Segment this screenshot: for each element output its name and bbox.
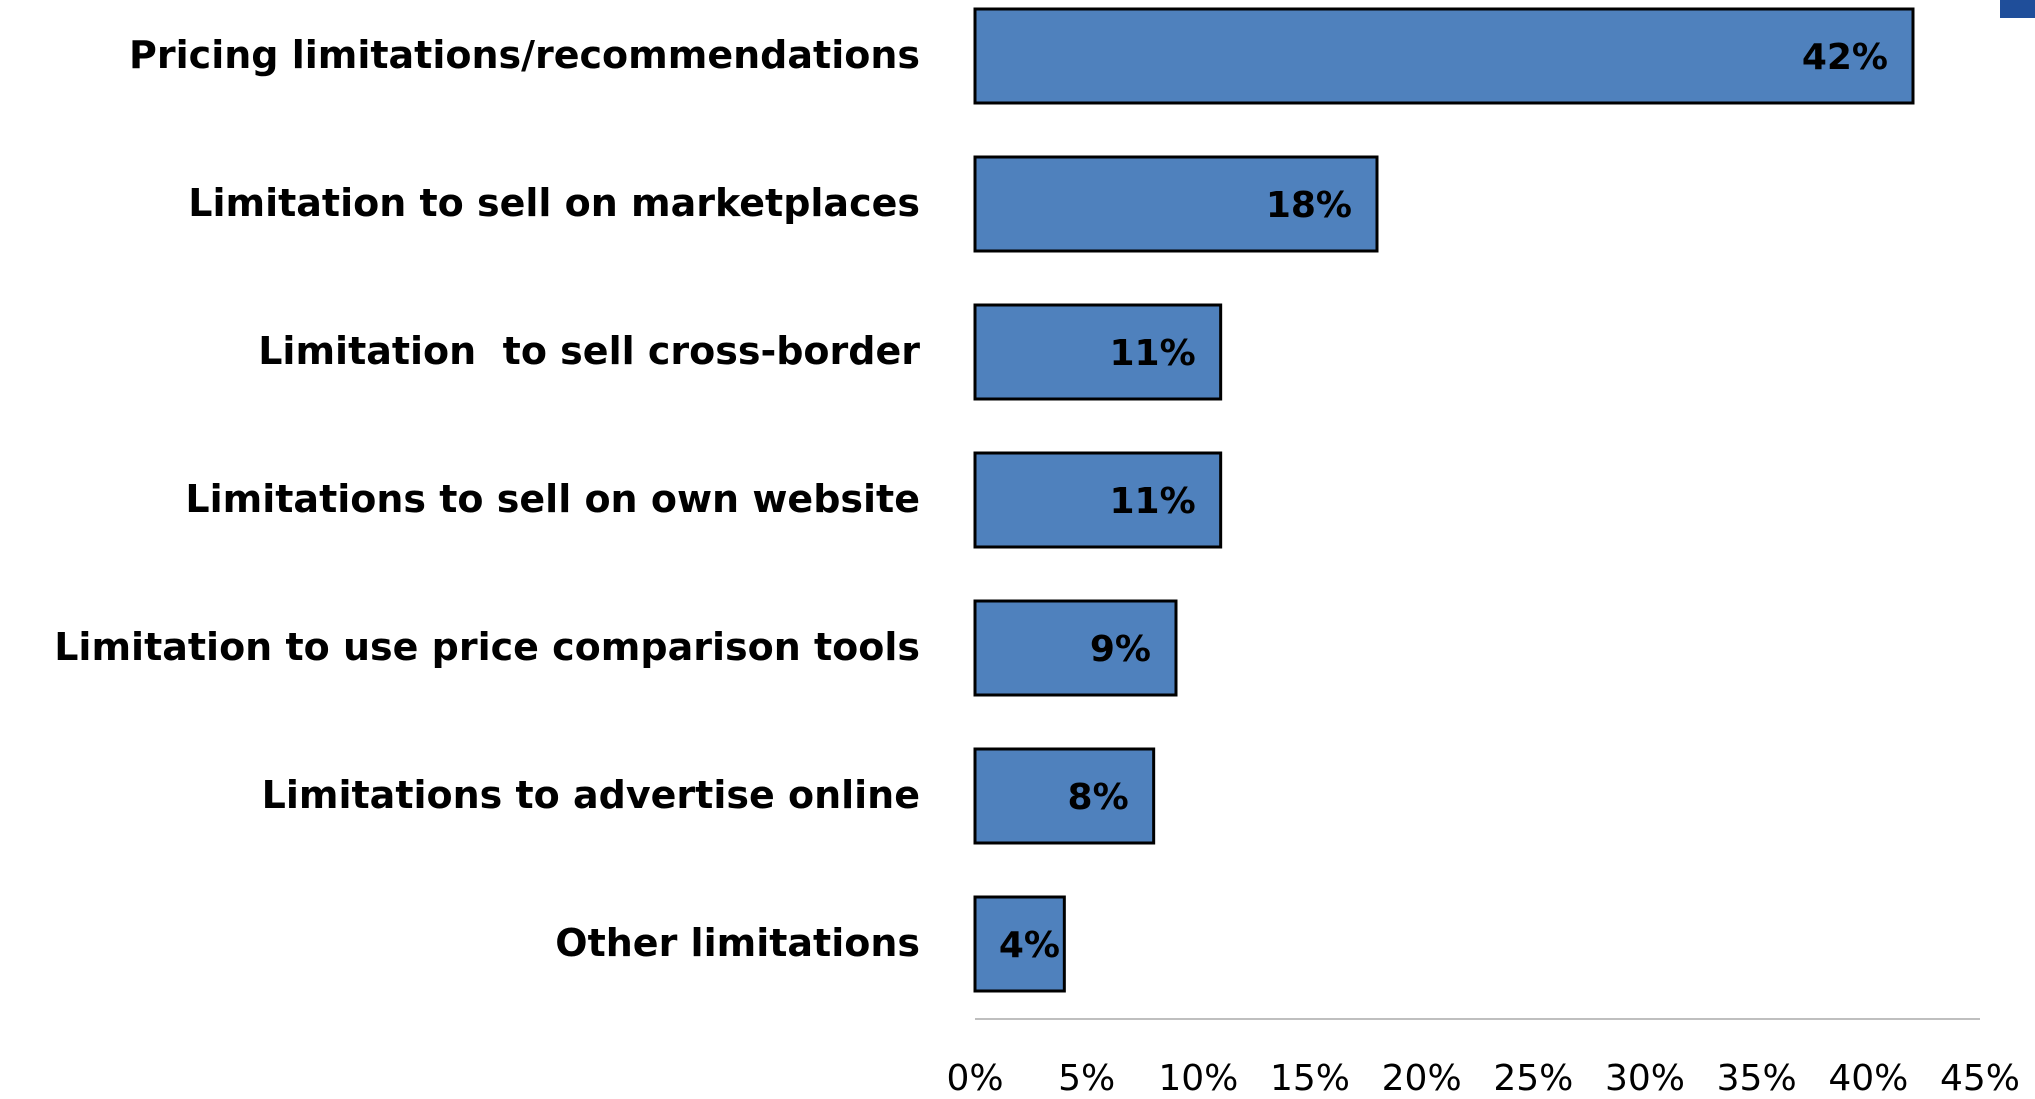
x-tick-label: 15%	[1270, 1058, 1350, 1099]
x-tick-label: 35%	[1717, 1058, 1797, 1099]
bar	[973, 599, 1178, 697]
category-label: Limitation to use price comparison tools	[54, 625, 920, 670]
category-label-wrap: Limitation to use price comparison tools	[40, 578, 920, 718]
category-label: Limitation to sell on marketplaces	[188, 181, 920, 226]
data-label: 4%	[999, 925, 1060, 966]
bar	[973, 155, 1379, 253]
data-label: 9%	[1090, 629, 1151, 670]
category-label-box: Other limitations	[40, 874, 920, 1014]
category-label-wrap: Limitations to advertise online	[40, 726, 920, 866]
category-label-wrap: Limitation to sell cross-border	[40, 282, 920, 422]
data-label: 18%	[1266, 185, 1352, 226]
category-label: Limitation to sell cross-border	[258, 329, 920, 374]
category-label-wrap: Limitations to sell on own website	[40, 430, 920, 570]
corner-decoration	[2000, 0, 2035, 18]
category-label-box: Limitation to use price comparison tools	[40, 578, 920, 718]
category-label-box: Limitation to sell cross-border	[40, 282, 920, 422]
category-label: Pricing limitations/recommendations	[129, 33, 920, 78]
category-label: Limitations to advertise online	[261, 773, 920, 818]
data-label: 11%	[1109, 481, 1195, 522]
data-label: 8%	[1068, 777, 1129, 818]
category-label: Limitations to sell on own website	[185, 477, 920, 522]
category-label-box: Limitation to sell on marketplaces	[40, 134, 920, 274]
category-label-wrap: Pricing limitations/recommendations	[40, 0, 920, 126]
category-label-wrap: Other limitations	[40, 874, 920, 1014]
bar	[973, 7, 1915, 105]
x-tick-label: 25%	[1493, 1058, 1573, 1099]
category-label-box: Pricing limitations/recommendations	[40, 0, 920, 126]
data-label: 11%	[1109, 333, 1195, 374]
x-tick-label: 20%	[1382, 1058, 1462, 1099]
category-label-wrap: Limitation to sell on marketplaces	[40, 134, 920, 274]
x-tick-label: 30%	[1605, 1058, 1685, 1099]
x-tick-label: 10%	[1158, 1058, 1238, 1099]
data-label: 42%	[1802, 37, 1888, 78]
category-label: Other limitations	[555, 921, 920, 966]
x-tick-label: 40%	[1828, 1058, 1908, 1099]
bar	[973, 303, 1223, 401]
bar	[973, 895, 1066, 993]
x-tick-label: 0%	[946, 1058, 1003, 1099]
bar	[973, 747, 1156, 845]
bar	[973, 451, 1223, 549]
category-label-box: Limitations to sell on own website	[40, 430, 920, 570]
x-tick-label: 45%	[1940, 1058, 2020, 1099]
x-tick-label: 5%	[1058, 1058, 1115, 1099]
category-label-box: Limitations to advertise online	[40, 726, 920, 866]
